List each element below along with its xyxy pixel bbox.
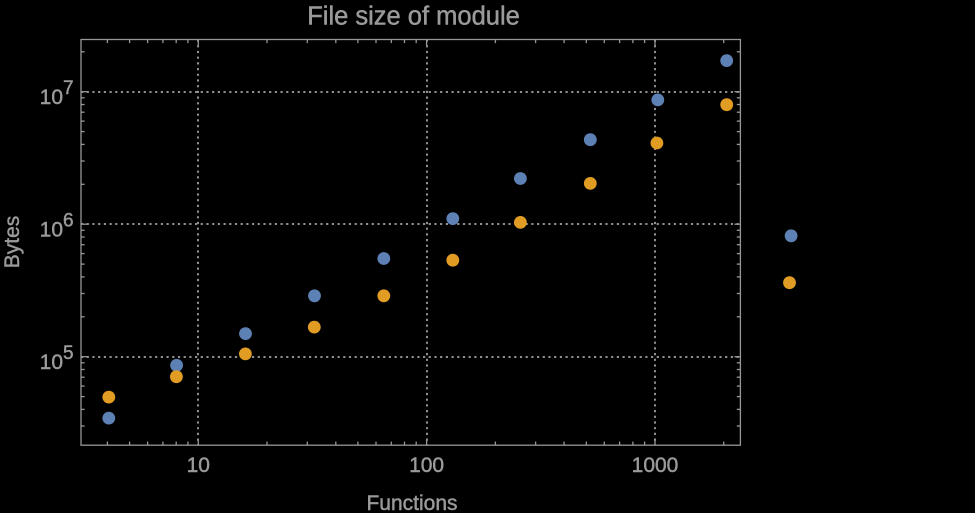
svg-text:10: 10	[187, 454, 210, 477]
svg-text:5: 5	[63, 343, 74, 364]
svg-text:7: 7	[63, 78, 74, 99]
svg-text:10: 10	[40, 219, 63, 242]
svg-text:File size of module: File size of module	[307, 3, 520, 31]
svg-text:Bytes: Bytes	[1, 216, 24, 269]
svg-text:6: 6	[63, 211, 74, 232]
svg-text:10: 10	[40, 86, 63, 109]
svg-text:Functions: Functions	[366, 492, 457, 513]
svg-text:1000: 1000	[632, 454, 679, 477]
svg-text:10: 10	[40, 351, 63, 374]
svg-text:100: 100	[409, 454, 444, 477]
